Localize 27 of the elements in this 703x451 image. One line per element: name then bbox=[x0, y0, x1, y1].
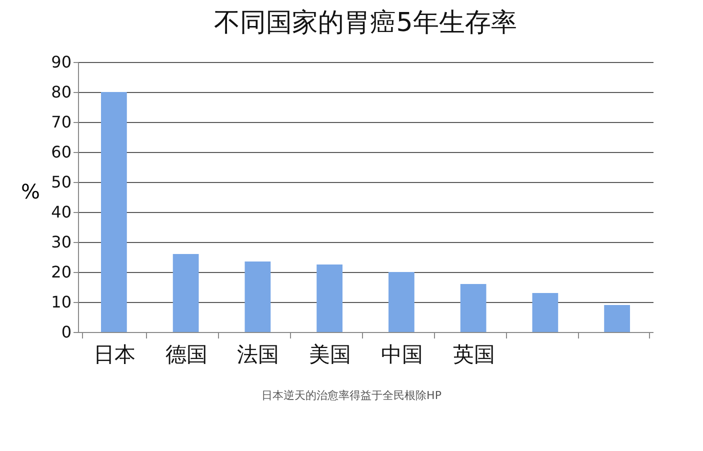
x-tick-label: 法国 bbox=[237, 342, 280, 366]
bar bbox=[101, 92, 127, 332]
x-tick-label: 日本 bbox=[93, 342, 136, 366]
y-axis-title: % bbox=[20, 180, 40, 204]
bar bbox=[388, 272, 414, 332]
y-tick-label: 20 bbox=[51, 262, 72, 282]
x-tick-label: 德国 bbox=[165, 342, 208, 366]
text: 日本逆天的治愈率得益于全民根除HP bbox=[260, 388, 442, 403]
bar bbox=[172, 254, 199, 332]
chart-title: 不同国家的胃癌5年生存率 bbox=[214, 8, 517, 38]
x-tick-label: 美国 bbox=[309, 342, 352, 366]
y-tick-label: 80 bbox=[51, 82, 72, 102]
y-tick-label: 40 bbox=[51, 202, 72, 222]
bar bbox=[532, 293, 558, 332]
bar bbox=[244, 262, 271, 332]
y-tick-label: 90 bbox=[51, 52, 72, 72]
y-tick-label: 60 bbox=[51, 142, 72, 162]
bar bbox=[460, 284, 486, 332]
y-tick-label: 30 bbox=[51, 232, 72, 252]
y-tick-label: 70 bbox=[51, 112, 72, 132]
y-tick-label: 10 bbox=[51, 292, 72, 312]
bar bbox=[604, 305, 630, 332]
x-tick-label: 中国 bbox=[380, 342, 423, 366]
x-tick-label: 英国 bbox=[452, 342, 495, 366]
bar bbox=[316, 264, 342, 332]
y-tick-label: 0 bbox=[61, 322, 72, 342]
y-tick-label: 50 bbox=[51, 172, 72, 192]
